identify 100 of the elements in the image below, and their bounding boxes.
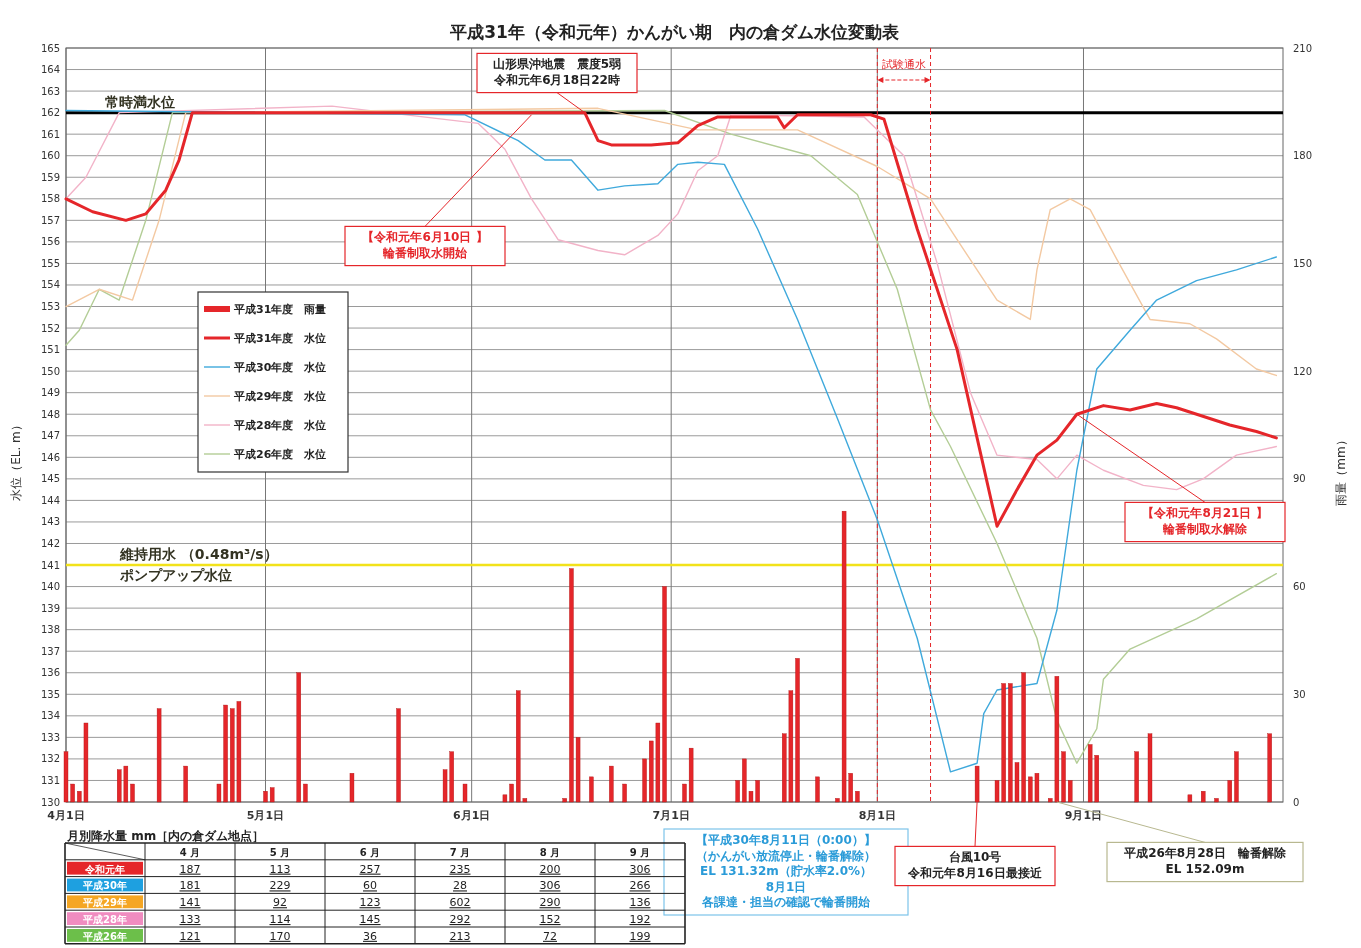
y-tick-label: 150 [40,365,60,377]
legend-label: 平成31年度 雨量 [233,303,327,316]
y-tick-label: 147 [40,430,60,442]
annotation: 台風10号令和元年8月16日最接近 [907,850,1043,880]
y-tick-label: 158 [40,193,60,205]
data-label: 123 [359,896,381,910]
data-label: 602 [449,896,471,910]
legend-label: 平成29年度 水位 [233,390,327,403]
y-tick-label: 154 [40,279,60,291]
y2-tick-label: 210 [1293,42,1313,54]
y-tick-label: 平成28年 [82,914,127,925]
annotation: 平成26年8月28日 輪番解除EL 152.09m [1123,846,1287,876]
y-tick-label: 139 [40,602,60,614]
y-tick-label: 162 [40,107,60,119]
y-tick-label: 161 [40,128,60,140]
data-label: 187 [179,862,201,876]
y-tick-label: 130 [40,796,60,808]
y2-tick-label: 150 [1293,257,1313,269]
data-label: 213 [449,929,471,943]
x-tick-label: 6月1日 [453,809,491,822]
data-label: 60 [363,879,377,893]
annotation: 【令和元年6月10日 】輪番制取水開始 [362,230,488,260]
x-tick-label: 6 月 [359,846,381,858]
y-tick-label: 136 [40,667,60,679]
x-tick-label: 9 月 [629,846,651,858]
y-tick-label: 134 [40,710,60,722]
y-tick-label: 151 [40,344,60,356]
x-tick-label: 8 月 [539,846,561,858]
y-tick-label: 令和元年 [84,863,125,875]
y-tick-label: 156 [40,236,60,248]
data-label: 229 [269,879,291,893]
data-label: 170 [269,929,291,943]
y-tick-label: 149 [40,387,60,399]
data-label: 199 [629,929,651,943]
y-tick-label: 132 [40,753,60,765]
data-label: 306 [539,879,561,893]
y-tick-label: 133 [40,731,60,743]
data-label: 152 [539,913,561,926]
y-tick-label: 140 [40,581,60,593]
y-tick-label: 平成26年 [82,930,127,942]
data-label: 145 [359,913,381,926]
data-label: 266 [629,879,651,893]
annotation: 【令和元年8月21日 】輪番制取水解除 [1076,413,1286,543]
y-tick-label: 160 [40,150,60,162]
ref-line-label: 試験通水 [881,58,926,71]
data-label: 121 [179,929,201,943]
x-tick-label: 8月1日 [858,809,896,822]
y2-axis-title: 雨量（mm） [1334,434,1348,506]
y2-tick-label: 180 [1293,150,1313,162]
y2-tick-label: 120 [1293,365,1313,377]
annotation: 【令和元年6月10日 】輪番制取水開始 [344,114,532,267]
y-tick-label: 平成29年 [82,897,127,909]
data-label: 257 [359,862,381,876]
y-tick-label: 152 [40,322,60,334]
y-tick-label: 157 [40,214,60,226]
x-tick-label: 5 月 [269,846,291,858]
annotation: 【平成30年8月11日（0:00）】（かんがい放流停止・輪番解除）EL 131.32m（貯水率2.0%）8月1日各課達・担当の確認で輪番開始 [663,828,909,916]
y-tick-label: 138 [40,624,60,636]
legend-label: 平成28年度 水位 [233,419,327,432]
y-tick-label: 155 [40,257,60,269]
data-label: 141 [179,896,201,910]
x-tick-label: 9月1日 [1064,809,1103,822]
y-tick-label: 137 [40,645,60,657]
data-label: 181 [179,879,201,893]
data-label: 292 [449,913,471,926]
y-tick-label: 164 [40,64,60,76]
chart-title: 月別降水量 mm［内の倉ダム地点］ [66,829,265,843]
legend-label: 平成31年度 水位 [233,332,327,345]
y-tick-label: 131 [40,774,60,786]
y-tick-label: 135 [40,688,60,700]
ref-line-label: 維持用水 （0.48m³/s）ポンプアップ水位 [119,546,278,584]
data-label: 28 [453,879,467,893]
y-tick-label: 142 [40,537,60,549]
y-tick-label: 141 [40,559,60,571]
y2-tick-label: 60 [1293,581,1306,593]
annotation: 山形県沖地震 震度5弱令和元年6月18日22時 [492,57,622,87]
data-label: 235 [449,862,471,876]
data-label: 113 [269,862,291,876]
y2-tick-label: 90 [1293,473,1306,485]
ref-line-label: 常時満水位 [105,93,175,110]
x-tick-label: 5月1日 [246,809,285,822]
data-label: 133 [179,913,201,926]
annotation: 台風10号令和元年8月16日最接近 [894,801,1056,887]
y2-tick-label: 0 [1293,796,1300,808]
annotation: 山形県沖地震 震度5弱令和元年6月18日22時 [476,52,638,114]
x-tick-label: 7 月 [449,846,471,858]
data-label: 306 [629,862,651,876]
y-tick-label: 143 [40,516,60,528]
y-tick-label: 159 [40,171,60,183]
y-axis-title: 水位（EL. m） [9,419,23,501]
data-label: 92 [273,896,287,910]
data-label: 136 [629,896,651,910]
data-label: 114 [269,913,291,926]
data-label: 72 [543,929,557,943]
annotation: 【令和元年8月21日 】輪番制取水解除 [1142,506,1268,536]
y-tick-label: 146 [40,451,60,463]
y-tick-label: 144 [40,494,60,506]
y-tick-label: 148 [40,408,60,420]
data-label: 36 [363,929,377,943]
y-tick-label: 平成30年 [82,880,127,892]
